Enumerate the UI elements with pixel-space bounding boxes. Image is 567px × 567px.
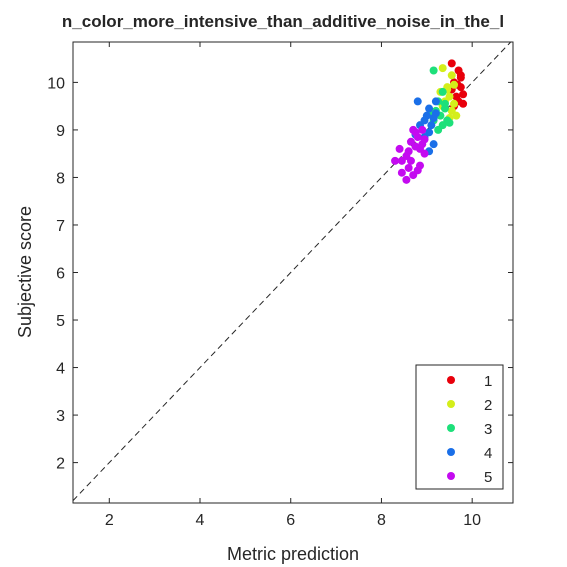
chart-title: n_color_more_intensive_than_additive_noi…: [62, 12, 504, 31]
data-point-series-5: [411, 128, 420, 137]
data-point-series-5: [391, 156, 400, 165]
legend-label-1: 1: [484, 373, 492, 390]
data-point-series-2: [452, 111, 461, 120]
y-axis-label: Subjective score: [15, 206, 35, 338]
y-tick-label: 7: [56, 218, 65, 235]
x-tick-label: 2: [105, 512, 114, 529]
y-tick-label: 6: [56, 266, 65, 283]
y-tick-label: 8: [56, 170, 65, 187]
legend-label-5: 5: [484, 469, 492, 486]
data-point-series-5: [418, 125, 427, 134]
y-axis-ticks: 2 3 4 5 6 7 8 9 10: [47, 75, 513, 473]
data-point-series-3: [445, 118, 454, 127]
y-tick-label: 10: [47, 75, 65, 92]
legend-label-4: 4: [484, 445, 492, 462]
data-point-series-1: [459, 99, 468, 108]
data-point-series-1: [459, 90, 468, 99]
legend-marker-1: [447, 376, 455, 384]
data-point-series-5: [402, 175, 411, 184]
data-point-series-5: [418, 140, 427, 149]
data-point-series-4: [425, 104, 434, 113]
x-tick-label: 10: [463, 512, 481, 529]
data-point-series-5: [404, 163, 413, 172]
data-point-series-5: [395, 144, 404, 153]
legend-marker-3: [447, 424, 455, 432]
x-axis-label: Metric prediction: [227, 544, 359, 564]
legend-box: [415, 364, 504, 490]
data-point-series-5: [413, 166, 422, 175]
x-tick-label: 4: [196, 512, 205, 529]
data-point-series-4: [431, 97, 440, 106]
data-point-series-2: [447, 71, 456, 80]
legend-label-2: 2: [484, 397, 492, 414]
data-point-series-5: [406, 156, 415, 165]
data-point-series-5: [397, 156, 406, 165]
data-points: [391, 59, 468, 184]
data-point-series-4: [429, 140, 438, 149]
legend-marker-2: [447, 400, 455, 408]
identity-reference-line: [72, 41, 512, 501]
data-point-series-4: [431, 109, 440, 118]
data-point-series-4: [427, 121, 436, 130]
data-point-series-3: [434, 125, 443, 134]
data-point-series-5: [397, 168, 406, 177]
data-point-series-2: [450, 80, 459, 89]
x-tick-label: 6: [286, 512, 295, 529]
y-tick-label: 2: [56, 456, 65, 473]
data-point-series-3: [438, 87, 447, 96]
data-point-series-2: [450, 99, 459, 108]
x-axis-ticks: 2 4 6 8 10: [105, 42, 481, 529]
y-tick-label: 5: [56, 313, 65, 330]
data-point-series-3: [429, 66, 438, 75]
data-point-series-4: [413, 97, 422, 106]
data-point-series-3: [440, 99, 449, 108]
data-point-series-5: [420, 149, 429, 158]
data-point-series-2: [438, 64, 447, 73]
y-tick-label: 3: [56, 408, 65, 425]
legend-label-3: 3: [484, 421, 492, 438]
data-point-series-1: [456, 71, 465, 80]
y-tick-label: 4: [56, 361, 65, 378]
data-point-series-1: [447, 59, 456, 68]
legend: 1 2 3 4 5: [415, 364, 504, 490]
legend-marker-4: [447, 448, 455, 456]
legend-marker-5: [447, 472, 455, 480]
y-tick-label: 9: [56, 123, 65, 140]
x-tick-label: 8: [377, 512, 386, 529]
